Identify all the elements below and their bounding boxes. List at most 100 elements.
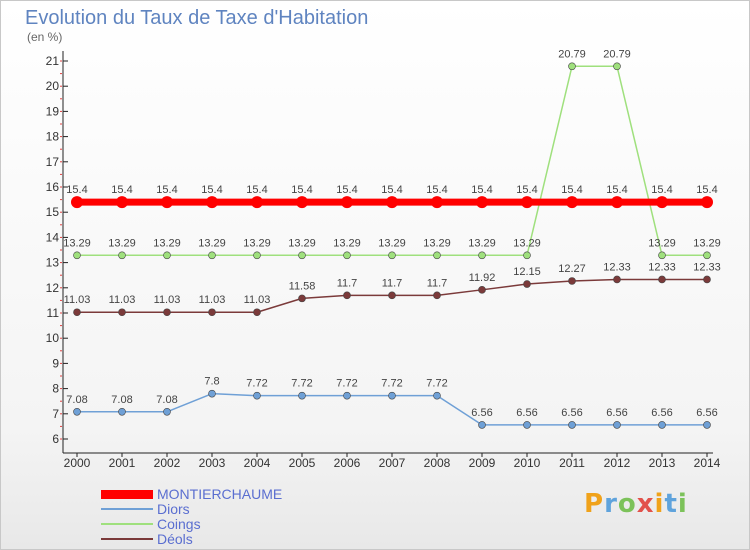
data-label-deols: 11.03 <box>64 294 91 306</box>
legend-label-montierchaume: MONTIERCHAUME <box>157 486 283 502</box>
data-point-deols <box>433 291 441 300</box>
data-point-montierchaume <box>251 196 263 209</box>
y-tick-label: 21 <box>46 54 60 68</box>
data-point-coings <box>433 251 441 260</box>
data-point-diors <box>208 389 216 398</box>
x-tick-label: 2009 <box>469 456 496 470</box>
data-point-montierchaume <box>431 196 443 209</box>
data-point-montierchaume <box>386 196 398 209</box>
y-tick-label: 13 <box>46 256 60 270</box>
series-deols: 11.03 11.03 11.03 11.03 11.03 11.58 11.7 11.7 11… <box>64 261 721 317</box>
data-label-montierchaume: 15.4 <box>246 184 267 196</box>
chart-title: Evolution du Taux de Taxe d'Habitation <box>25 7 369 29</box>
data-point-diors <box>253 391 261 400</box>
data-label-montierchaume: 15.4 <box>561 184 582 196</box>
data-label-coings: 13.29 <box>243 237 271 249</box>
data-label-deols: 12.33 <box>648 261 676 273</box>
data-point-montierchaume <box>476 196 488 209</box>
y-tick-label: 7 <box>52 407 59 421</box>
data-label-diors: 7.08 <box>111 394 132 406</box>
x-tick-label: 2002 <box>154 456 181 470</box>
data-point-diors <box>523 421 531 429</box>
data-label-montierchaume: 15.4 <box>381 184 402 196</box>
data-point-diors <box>73 407 81 416</box>
data-label-coings: 13.29 <box>423 237 451 249</box>
logo-letter: P <box>584 489 605 519</box>
data-label-deols: 11.03 <box>109 294 136 306</box>
data-label-deols: 12.15 <box>513 266 541 278</box>
legend-swatch-montierchaume <box>101 490 153 499</box>
legend-swatch-diors <box>101 508 153 510</box>
data-label-diors: 6.56 <box>561 407 582 419</box>
data-label-diors: 6.56 <box>651 407 672 419</box>
data-point-diors <box>613 421 621 429</box>
data-label-diors: 7.72 <box>246 378 267 390</box>
data-point-deols <box>73 308 81 317</box>
data-label-diors: 7.08 <box>66 394 87 406</box>
data-point-deols <box>253 308 261 317</box>
data-label-montierchaume: 15.4 <box>291 184 312 196</box>
data-point-deols <box>118 308 126 317</box>
logo-letter: x <box>636 489 655 519</box>
data-point-diors <box>163 407 171 416</box>
data-point-montierchaume <box>701 196 713 209</box>
y-tick-label: 12 <box>46 281 60 295</box>
data-point-deols <box>613 275 621 284</box>
data-label-montierchaume: 15.4 <box>696 184 717 196</box>
data-label-diors: 6.56 <box>606 407 627 419</box>
data-label-montierchaume: 15.4 <box>156 184 177 196</box>
data-point-deols <box>658 275 666 284</box>
data-label-montierchaume: 15.4 <box>516 184 537 196</box>
data-label-montierchaume: 15.4 <box>111 184 132 196</box>
data-point-coings <box>208 251 216 260</box>
data-label-montierchaume: 15.4 <box>336 184 357 196</box>
data-point-montierchaume <box>341 196 353 209</box>
legend-swatch-coings <box>101 523 153 525</box>
data-label-deols: 11.7 <box>337 277 358 289</box>
data-point-montierchaume <box>296 196 308 209</box>
legend-label-diors: Diors <box>157 501 190 517</box>
data-label-coings: 13.29 <box>198 237 226 249</box>
data-label-diors: 7.72 <box>426 378 447 390</box>
x-tick-label: 2011 <box>559 456 585 470</box>
data-point-diors <box>433 391 441 400</box>
data-point-montierchaume <box>566 196 578 209</box>
legend-swatch-deols <box>101 538 153 540</box>
data-point-coings <box>703 251 711 260</box>
data-label-diors: 7.8 <box>204 376 219 388</box>
data-label-diors: 7.72 <box>291 378 312 390</box>
data-point-deols <box>523 280 531 288</box>
data-label-deols: 11.58 <box>289 280 316 292</box>
proxiti-logo: Proxiti <box>584 489 688 519</box>
x-tick-label: 2000 <box>64 456 91 470</box>
data-point-coings <box>298 251 306 260</box>
data-label-diors: 6.56 <box>471 407 492 419</box>
data-point-coings <box>118 251 126 260</box>
y-tick-label: 9 <box>52 356 59 370</box>
data-point-coings <box>343 251 351 260</box>
x-tick-label: 2001 <box>109 456 136 470</box>
data-point-coings <box>388 251 396 260</box>
y-tick-label: 15 <box>46 205 60 219</box>
data-point-deols <box>163 308 171 317</box>
data-label-diors: 7.72 <box>381 378 402 390</box>
data-label-deols: 11.03 <box>199 294 226 306</box>
data-point-deols <box>703 275 711 284</box>
y-tick-label: 8 <box>52 382 59 396</box>
y-tick-label: 19 <box>46 104 60 118</box>
data-label-coings: 13.29 <box>468 237 496 249</box>
x-tick-label: 2008 <box>424 456 451 470</box>
data-label-coings: 13.29 <box>378 237 406 249</box>
data-label-diors: 6.56 <box>516 407 537 419</box>
data-point-coings <box>523 251 531 260</box>
logo-letter: o <box>617 489 637 519</box>
data-label-deols: 12.33 <box>693 261 721 273</box>
data-label-coings: 13.29 <box>108 237 136 249</box>
data-point-montierchaume <box>656 196 668 209</box>
data-point-deols <box>298 294 306 303</box>
data-point-coings <box>658 251 666 260</box>
legend-label-deols: Déols <box>157 531 193 547</box>
data-label-coings: 20.79 <box>603 48 631 60</box>
y-tick-label: 16 <box>46 180 60 194</box>
